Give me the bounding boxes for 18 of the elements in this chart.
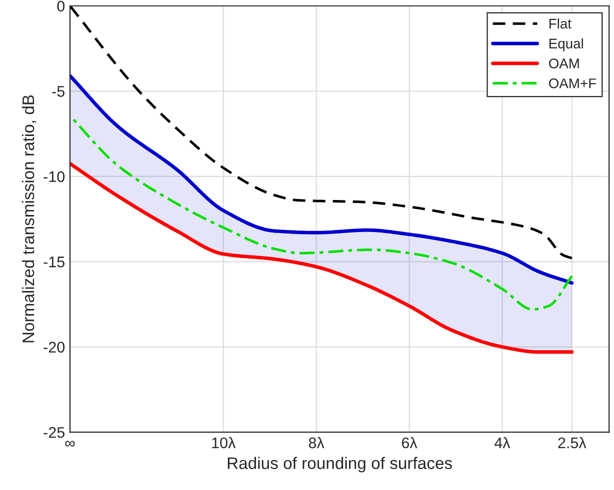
x-tick-label: 2.5λ: [558, 437, 586, 448]
y-axis-title: Normalized transmission ratio, dB: [22, 95, 36, 342]
y-tick-label: -15: [44, 256, 64, 268]
y-tick-label: 0: [57, 0, 65, 12]
x-axis-title: Radius of rounding of surfaces: [228, 456, 452, 472]
x-tick-label: 8λ: [308, 437, 324, 448]
legend-label: OAM: [549, 58, 579, 68]
x-tick-label: 6λ: [402, 437, 418, 448]
y-tick-label: -10: [44, 171, 65, 182]
x-tick-label: 10λ: [212, 437, 236, 448]
legend-label: Flat: [549, 18, 572, 29]
x-tick-label: ∞: [65, 440, 75, 447]
x-tick-label: 4λ: [494, 437, 510, 448]
legend-label: OAM+F: [549, 78, 596, 88]
y-tick-label: -25: [44, 427, 64, 438]
y-tick-label: -20: [44, 342, 65, 353]
legend-label: Equal: [549, 38, 583, 52]
y-tick-label: -5: [52, 86, 64, 97]
